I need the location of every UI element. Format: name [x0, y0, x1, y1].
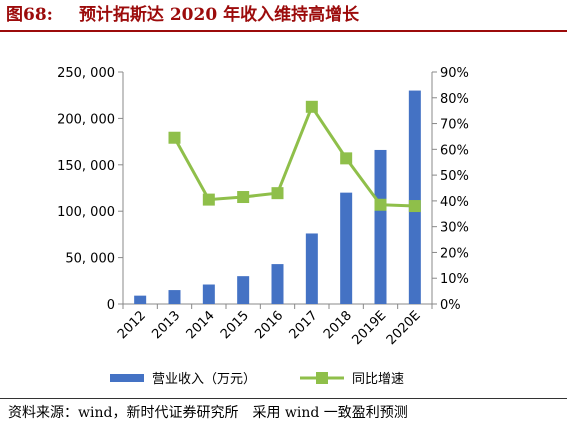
x-tick-label: 2015 [218, 308, 252, 342]
bar [202, 284, 215, 304]
bar [408, 90, 421, 304]
growth-point [340, 152, 353, 165]
y-right-tick-label: 20% [440, 246, 469, 261]
bar [271, 264, 284, 304]
source-note: 资料来源：wind，新时代证券研究所 采用 wind 一致盈利预测 [8, 405, 408, 421]
x-tick-label: 2016 [252, 308, 286, 342]
growth-point [237, 191, 250, 204]
figure-title-text: 预计拓斯达 2020 年收入维持高增长 [78, 5, 360, 25]
growth-point [271, 187, 284, 200]
growth-point [408, 200, 421, 213]
growth-point [374, 198, 387, 211]
bar [374, 149, 387, 304]
y-right-tick-label: 70% [440, 118, 469, 133]
bar [168, 290, 181, 304]
growth-point [305, 100, 318, 113]
y-right-tick-label: 40% [440, 195, 469, 210]
figure-number: 图68: [6, 5, 53, 25]
y-right-tick-label: 90% [440, 66, 469, 81]
x-tick-label: 2012 [115, 308, 149, 342]
x-tick-label: 2020E [384, 308, 424, 348]
y-left-tick-label: 250, 000 [57, 66, 115, 81]
x-tick-label: 2013 [149, 308, 183, 342]
legend-line-label: 同比增速 [352, 372, 404, 387]
bar [237, 276, 250, 304]
growth-point [168, 131, 181, 144]
y-right-tick-label: 30% [440, 221, 469, 236]
figure-title: 图68: 预计拓斯达 2020 年收入维持高增长 [6, 2, 561, 28]
x-tick-label: 2014 [184, 308, 218, 342]
bar [305, 233, 318, 304]
y-left-tick-label: 150, 000 [57, 159, 115, 174]
x-tick-label: 2017 [287, 308, 321, 342]
y-left-tick-label: 200, 000 [57, 112, 115, 127]
y-right-tick-label: 80% [440, 92, 469, 107]
bar [340, 192, 353, 304]
y-right-tick-label: 0% [440, 298, 461, 313]
growth-point [202, 193, 215, 206]
legend-line-marker [316, 372, 328, 384]
legend-bar-label: 营业收入（万元） [152, 372, 256, 387]
bar [134, 295, 147, 304]
y-left-tick-label: 50, 000 [65, 252, 115, 267]
y-left-tick-label: 0 [107, 298, 115, 313]
y-right-tick-label: 60% [440, 143, 469, 158]
y-left-tick-label: 100, 000 [57, 205, 115, 220]
y-right-tick-label: 50% [440, 169, 469, 184]
legend-bar-swatch [110, 374, 144, 382]
source-rule [0, 398, 567, 399]
x-tick-label: 2019E [350, 308, 390, 348]
title-rule [0, 30, 567, 32]
y-right-tick-label: 10% [440, 272, 469, 287]
